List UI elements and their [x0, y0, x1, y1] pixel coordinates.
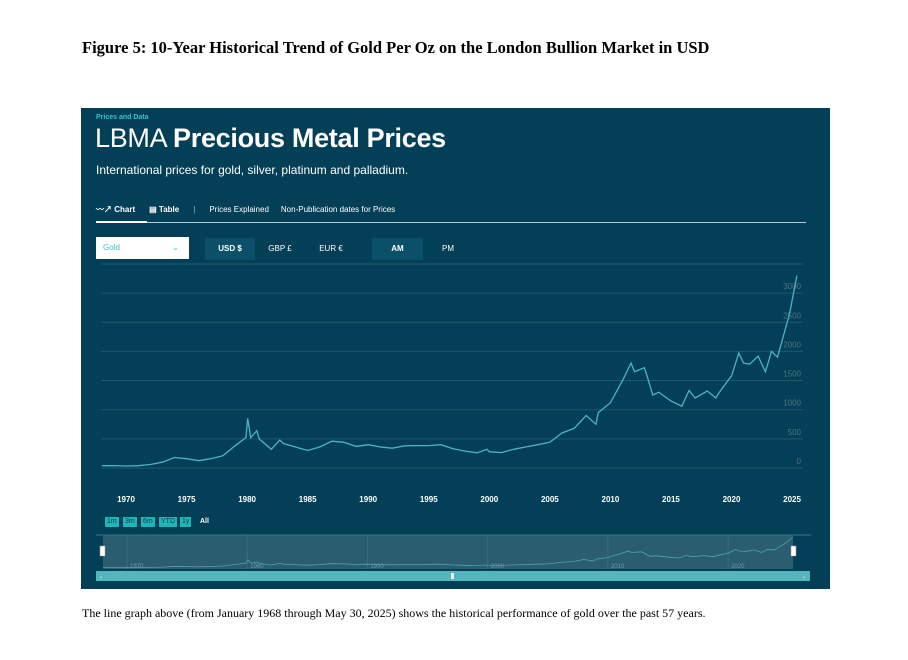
y-tick-label: 0: [797, 457, 802, 466]
y-tick-label: 500: [788, 428, 802, 437]
metal-select-value: Gold: [103, 243, 120, 252]
y-tick-label: 1500: [783, 370, 801, 379]
x-tick-label: 1975: [178, 495, 196, 504]
metal-select[interactable]: Gold ⌄: [96, 237, 189, 259]
navigator-line: [103, 536, 794, 569]
y-tick-label: 1000: [783, 399, 801, 408]
currency-eur-button[interactable]: EUR €: [319, 244, 343, 253]
x-tick-label: 2025: [783, 495, 801, 504]
range-1m-button[interactable]: 1m: [105, 517, 119, 527]
scroll-left-arrow-icon: ‹: [100, 575, 102, 581]
y-tick-label: 2500: [783, 311, 801, 320]
currency-gbp-button[interactable]: GBP £: [268, 244, 292, 253]
scroll-right-arrow-icon: ›: [803, 575, 805, 581]
chevron-down-icon: ⌄: [172, 243, 179, 252]
x-tick-label: 1995: [420, 495, 438, 504]
tab-table-label: Table: [158, 205, 180, 214]
x-tick-label: 2000: [480, 495, 498, 504]
x-tick-label: 1980: [238, 495, 256, 504]
tab-divider: |: [193, 205, 196, 214]
x-tick-label: 2015: [662, 495, 680, 504]
x-tick-label: 1970: [117, 495, 135, 504]
price-chart: 0 500 1000 1500 2000 2500 3000 1970 1975 1980 1985…: [96, 263, 811, 581]
gold-price-line: [101, 275, 798, 467]
scrollbar-grip-icon: [451, 573, 454, 579]
page-title: LBMA Precious Metal Prices: [95, 123, 446, 154]
y-tick-label: 3000: [783, 282, 801, 291]
navigator-tick-label: 2020: [731, 564, 745, 570]
navigator-window: [103, 535, 793, 569]
navigator-tick-label: 1990: [370, 564, 384, 570]
subtitle: International prices for gold, silver, p…: [96, 163, 409, 177]
range-all-button[interactable]: All: [200, 518, 209, 525]
x-tick-label: 2020: [723, 495, 741, 504]
tab-underline: [96, 222, 806, 223]
navigator-tick-label: 2010: [611, 564, 625, 570]
line-chart-icon: 〰↗: [96, 205, 112, 214]
navigator-tick-label: 1970: [130, 564, 144, 570]
tab-non-publication-dates[interactable]: Non-Publication dates for Prices: [280, 205, 396, 214]
x-tick-label: 1985: [299, 495, 317, 504]
kicker-breadcrumb[interactable]: Prices and Data: [96, 114, 149, 121]
navigator-tick-label: 2000: [491, 564, 505, 570]
lbma-chart-panel: Prices and Data LBMA Precious Metal Pric…: [81, 108, 830, 589]
session-pm-button[interactable]: PM: [442, 244, 454, 253]
navigator-tick-label: 1980: [250, 564, 264, 570]
range-1y-button[interactable]: 1y: [180, 517, 192, 527]
range-3m-button[interactable]: 3m: [123, 517, 137, 527]
currency-usd-button[interactable]: USD $: [205, 238, 255, 260]
tab-chart-label: Chart: [114, 205, 136, 214]
tab-prices-explained[interactable]: Prices Explained: [209, 205, 269, 214]
tab-selected-indicator: [96, 221, 147, 223]
title-light: LBMA: [95, 123, 166, 153]
x-tick-label: 1990: [359, 495, 377, 504]
tab-chart[interactable]: 〰↗ Chart: [96, 204, 135, 215]
x-tick-label: 2005: [541, 495, 559, 504]
navigator-handle-left[interactable]: [99, 545, 106, 557]
x-tick-label: 2010: [602, 495, 620, 504]
figure-caption: The line graph above (from January 1968 …: [82, 606, 706, 620]
table-icon: ▤: [149, 205, 157, 214]
tab-bar: 〰↗ Chart ▤ Table | Prices Explained Non-…: [96, 204, 395, 215]
navigator-handle-right[interactable]: [790, 545, 797, 557]
title-bold: Precious Metal Prices: [173, 123, 446, 153]
range-6m-button[interactable]: 6m: [141, 517, 155, 527]
tab-table[interactable]: ▤ Table: [149, 205, 179, 214]
range-ytd-button[interactable]: YTD: [159, 517, 177, 527]
figure-title: Figure 5: 10-Year Historical Trend of Go…: [82, 38, 710, 57]
y-tick-label: 2000: [783, 340, 801, 349]
session-am-button[interactable]: AM: [372, 238, 423, 260]
